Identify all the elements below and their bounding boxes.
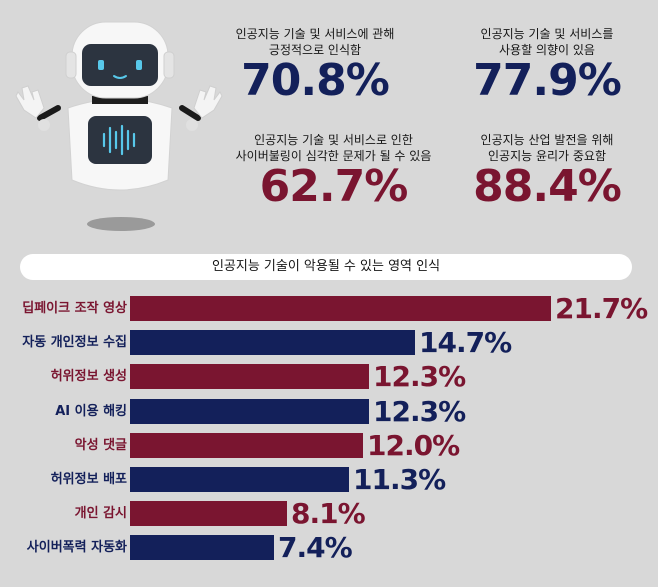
bar-value-label: 21.7% [555, 292, 648, 325]
bar-category-label: 딥페이크 조작 영상 [22, 301, 127, 316]
stat-value: 70.8% [241, 55, 390, 106]
bar [130, 364, 369, 390]
bar [130, 535, 274, 561]
bar-value-label: 8.1% [291, 497, 366, 531]
bar [130, 501, 287, 527]
stat-label: 인공지능 기술 및 서비스로 인한 [254, 133, 413, 147]
stat-ethics-importance: 인공지능 산업 발전을 위해 인공지능 윤리가 중요함 88.4% [462, 132, 632, 210]
stat-label: 인공지능 기술 및 서비스에 관해 [235, 27, 395, 41]
bar-value-label: 12.3% [373, 360, 466, 394]
stat-label: 사용할 의향이 있음 [499, 43, 595, 57]
bar-category-label: 악성 댓글 [74, 437, 127, 453]
bar-value-label: 12.3% [373, 394, 466, 428]
stat-positive-perception: 인공지능 기술 및 서비스에 관해 긍정적으로 인식함 70.8% [235, 26, 395, 104]
bar [130, 330, 415, 356]
bar [130, 296, 551, 321]
stat-value: 88.4% [473, 161, 622, 212]
bar-category-label: 개인 감시 [74, 506, 127, 522]
stat-label: 인공지능 산업 발전을 위해 [480, 133, 614, 147]
bar-category-label: AI 이용 해킹 [55, 403, 127, 419]
stat-label: 긍정적으로 인식함 [268, 43, 362, 57]
bar-value-label: 11.3% [353, 463, 446, 496]
stat-cyberbullying-concern: 인공지능 기술 및 서비스로 인한 사이버불링이 심각한 문제가 될 수 있음 … [226, 132, 441, 210]
stat-label: 사이버불링이 심각한 문제가 될 수 있음 [235, 149, 432, 163]
bar [130, 467, 349, 492]
bar-value-label: 7.4% [278, 531, 353, 565]
stat-label: 인공지능 기술 및 서비스를 [480, 27, 614, 41]
chart-title: 인공지능 기술이 악용될 수 있는 영역 인식 [20, 254, 632, 280]
bar [130, 398, 369, 424]
bar-category-label: 사이버폭력 자동화 [26, 540, 127, 556]
robot-illustration-icon [15, 21, 223, 231]
bar-value-label: 12.0% [367, 428, 460, 462]
stat-usage-intent: 인공지능 기술 및 서비스를 사용할 의향이 있음 77.9% [462, 26, 632, 104]
bar-value-label: 14.7% [419, 326, 512, 360]
stat-value: 62.7% [259, 161, 409, 212]
bar-category-label: 자동 개인정보 수집 [22, 335, 127, 351]
bar [130, 432, 363, 458]
bar-category-label: 허위정보 생성 [50, 369, 127, 385]
stat-value: 77.9% [473, 55, 622, 106]
bar-category-label: 허위정보 배포 [50, 472, 127, 487]
stat-label: 인공지능 윤리가 중요함 [487, 149, 607, 163]
